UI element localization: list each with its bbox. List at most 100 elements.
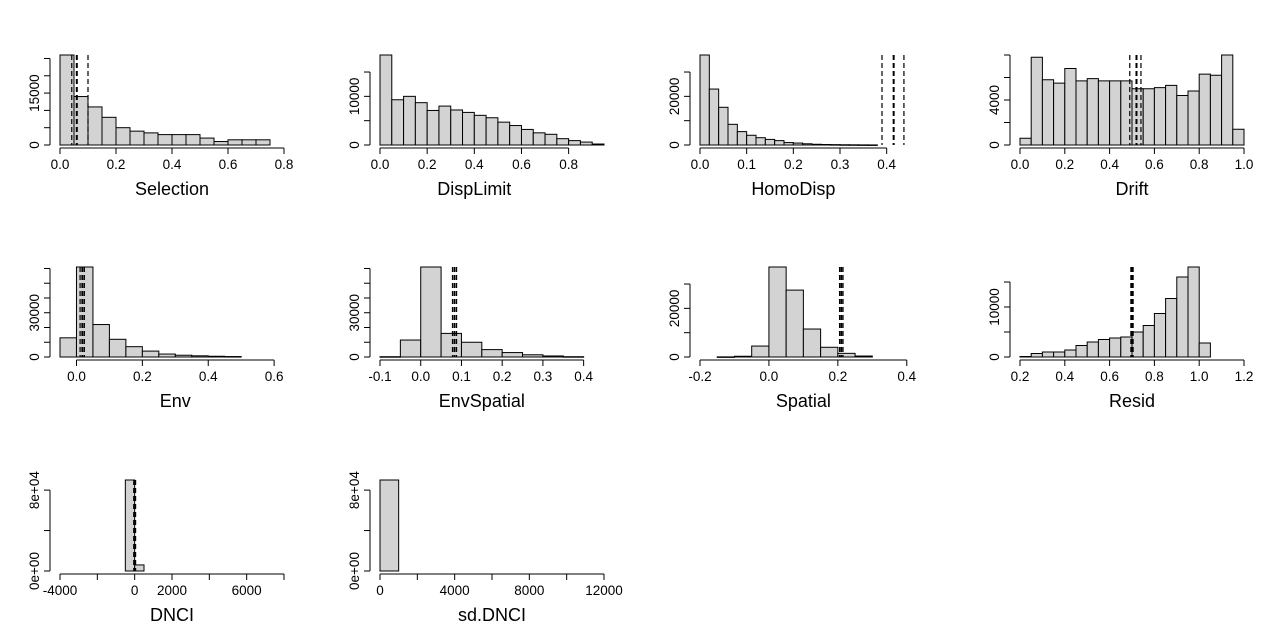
histogram-bar bbox=[1232, 128, 1245, 146]
x-axis-title: HomoDisp bbox=[751, 179, 835, 199]
histogram-bar bbox=[811, 143, 822, 146]
histogram-bar bbox=[224, 356, 242, 358]
x-tick-label: 0.4 bbox=[1100, 157, 1119, 172]
histogram-bar bbox=[746, 134, 757, 146]
histogram-panel-9: -4000 0 2000 6000 0e+00 8e+04 DNCI bbox=[27, 471, 285, 625]
histogram-bar bbox=[1097, 339, 1111, 358]
histogram-bar bbox=[1053, 351, 1066, 358]
histogram-bar bbox=[768, 266, 787, 358]
x-tick-label: 0.2 bbox=[784, 157, 803, 172]
histogram-bar bbox=[764, 138, 776, 146]
histogram-bar bbox=[473, 114, 487, 146]
histogram-bar bbox=[497, 121, 511, 146]
histogram-bar bbox=[1086, 78, 1099, 146]
histogram-bar bbox=[785, 289, 804, 358]
y-tick-label: 10000 bbox=[987, 288, 1002, 326]
histogram-bar bbox=[92, 324, 110, 358]
x-tick-label: 0.6 bbox=[1145, 157, 1164, 172]
histogram-bar bbox=[241, 139, 257, 146]
histogram-bar bbox=[562, 356, 585, 358]
x-tick-label: 0.8 bbox=[275, 157, 294, 172]
histogram-bar bbox=[733, 355, 753, 358]
histogram-bar bbox=[1097, 80, 1111, 146]
histogram-bar bbox=[1198, 342, 1211, 358]
histogram-bar bbox=[1075, 80, 1088, 146]
histogram-bar bbox=[1209, 74, 1223, 146]
histogram-bar bbox=[462, 111, 475, 146]
x-tick-label: 6000 bbox=[232, 583, 262, 598]
x-tick-label: 0 bbox=[131, 583, 139, 598]
x-tick-label: 0.6 bbox=[1100, 369, 1119, 384]
histogram-bar bbox=[1187, 90, 1200, 146]
histogram-bar bbox=[1075, 345, 1088, 358]
histogram-bar bbox=[792, 142, 804, 146]
histogram-bar bbox=[108, 338, 127, 358]
histogram-bar bbox=[460, 341, 483, 358]
histogram-bar bbox=[185, 134, 201, 146]
histogram-bar bbox=[1153, 87, 1167, 146]
histogram-bar bbox=[854, 355, 873, 358]
histogram-bar bbox=[207, 355, 226, 358]
histogram-bar bbox=[727, 123, 738, 146]
y-tick-label: 20000 bbox=[667, 290, 682, 328]
x-axis-title: EnvSpatial bbox=[439, 391, 525, 411]
histogram-bar bbox=[708, 88, 720, 146]
x-tick-label: 0.0 bbox=[1011, 157, 1030, 172]
histogram-bar bbox=[1165, 298, 1178, 358]
histogram-bar bbox=[820, 346, 839, 358]
x-tick-label: 0.8 bbox=[1145, 369, 1164, 384]
y-tick-label: 8e+04 bbox=[27, 471, 42, 509]
histogram-bar bbox=[718, 106, 729, 146]
histogram-bar bbox=[379, 54, 393, 146]
histogram-bar bbox=[174, 354, 193, 358]
y-tick-label: 4000 bbox=[987, 85, 1002, 115]
histogram-bar bbox=[59, 337, 77, 358]
histogram-bar bbox=[579, 141, 593, 146]
histogram-bar bbox=[820, 144, 832, 146]
x-tick-label: 0.8 bbox=[1190, 157, 1209, 172]
histogram-panel-5: 0.0 0.2 0.4 0.6 0 30000 Env bbox=[27, 266, 284, 411]
histogram-bar bbox=[403, 95, 416, 146]
histogram-panel-2: 0.0 0.2 0.4 0.6 0.8 0 10000 DispLimit bbox=[347, 54, 605, 199]
histogram-bar bbox=[837, 352, 856, 358]
x-tick-label: 0.0 bbox=[51, 157, 70, 172]
histogram-bar bbox=[124, 479, 136, 572]
histogram-bar bbox=[158, 353, 176, 358]
histogram-bar bbox=[848, 144, 860, 146]
histogram-bar bbox=[1030, 353, 1043, 358]
histogram-bar bbox=[755, 137, 766, 146]
y-tick-label: 15000 bbox=[27, 74, 42, 112]
x-tick-label: 12000 bbox=[585, 583, 623, 598]
x-tick-label: 0.3 bbox=[831, 157, 850, 172]
histogram-bar bbox=[774, 140, 785, 146]
x-tick-label: 0.0 bbox=[691, 157, 710, 172]
y-tick-label: 0 bbox=[27, 141, 42, 149]
y-tick-label: 0 bbox=[667, 141, 682, 149]
histogram-bar bbox=[1142, 325, 1155, 358]
histogram-bar bbox=[414, 102, 428, 146]
histogram-bar bbox=[1041, 79, 1055, 146]
histogram-bar bbox=[1019, 137, 1032, 146]
histogram-panel-1: 0.0 0.2 0.4 0.6 0.8 0 15000 Selection bbox=[27, 54, 294, 199]
x-tick-label: 0.0 bbox=[371, 157, 390, 172]
x-tick-label: 0.1 bbox=[737, 157, 756, 172]
histogram-bar bbox=[115, 127, 131, 146]
histogram-bar bbox=[199, 137, 215, 146]
x-tick-label: 8000 bbox=[514, 583, 544, 598]
y-tick-label: 0 bbox=[347, 141, 362, 149]
histogram-bar bbox=[1086, 341, 1099, 358]
x-tick-label: 0.4 bbox=[877, 157, 896, 172]
x-tick-label: 0.2 bbox=[107, 157, 126, 172]
histogram-bar bbox=[379, 479, 400, 572]
histogram-bar bbox=[171, 134, 187, 146]
histogram-bar bbox=[802, 143, 813, 146]
histogram-bar bbox=[1064, 349, 1077, 358]
histogram-bar bbox=[522, 354, 544, 358]
x-axis-title: sd.DNCI bbox=[458, 605, 526, 625]
histogram-bar bbox=[1176, 276, 1189, 358]
histogram-bar bbox=[802, 328, 822, 358]
histogram-bar bbox=[87, 106, 103, 146]
x-tick-label: 0.2 bbox=[828, 369, 847, 384]
x-tick-label: 4000 bbox=[440, 583, 470, 598]
